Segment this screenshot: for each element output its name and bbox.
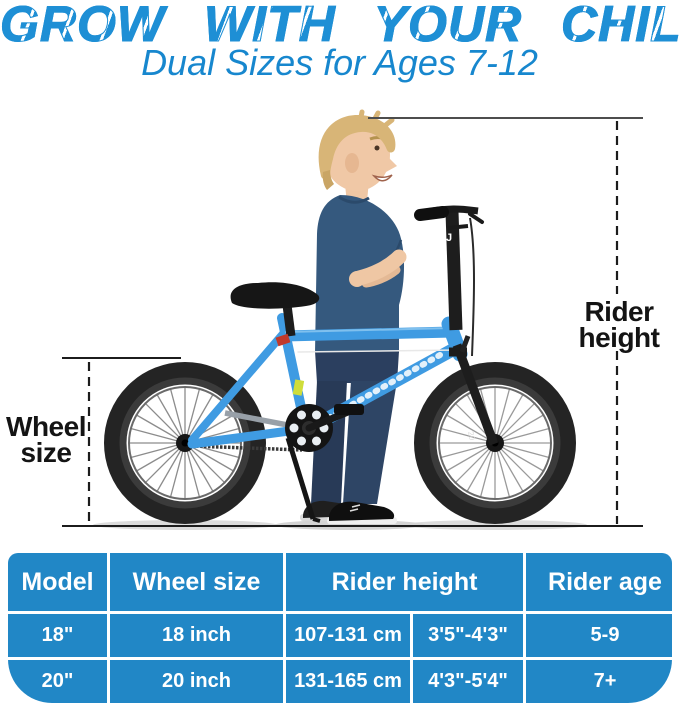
- col-header-model: Model: [8, 553, 107, 611]
- row1-model: 18": [8, 614, 107, 657]
- row2-model: 20": [8, 660, 107, 703]
- size-table: Model Wheel size Rider height Rider age …: [8, 553, 672, 703]
- page-title: GROW WITH YOUR CHILD: [0, 0, 679, 52]
- stem-logo-label: J: [446, 232, 452, 244]
- col-header-rider-age: Rider age: [526, 553, 672, 611]
- row1-wheel-size: 18 inch: [110, 614, 283, 657]
- bike: J 20: [104, 205, 576, 524]
- row2-height-ft: 4'3"-5'4": [413, 660, 523, 703]
- wheel-size-label: Wheel size: [6, 411, 86, 468]
- fork-size-label: 20: [466, 431, 477, 442]
- row1-height-ft: 3'5"-4'3": [413, 614, 523, 657]
- row2-wheel-size: 20 inch: [110, 660, 283, 703]
- col-header-wheel-size: Wheel size: [110, 553, 283, 611]
- row1-height-cm: 107-131 cm: [286, 614, 410, 657]
- measurement-lines: [62, 117, 643, 527]
- page-subtitle: Dual Sizes for Ages 7-12: [141, 42, 538, 83]
- col-header-rider-height: Rider height: [286, 553, 523, 611]
- rider-height-label: Rider height: [578, 296, 661, 353]
- boy-figure: [300, 109, 407, 524]
- row1-age: 5-9: [526, 614, 672, 657]
- row2-age: 7+: [526, 660, 672, 703]
- row2-height-cm: 131-165 cm: [286, 660, 410, 703]
